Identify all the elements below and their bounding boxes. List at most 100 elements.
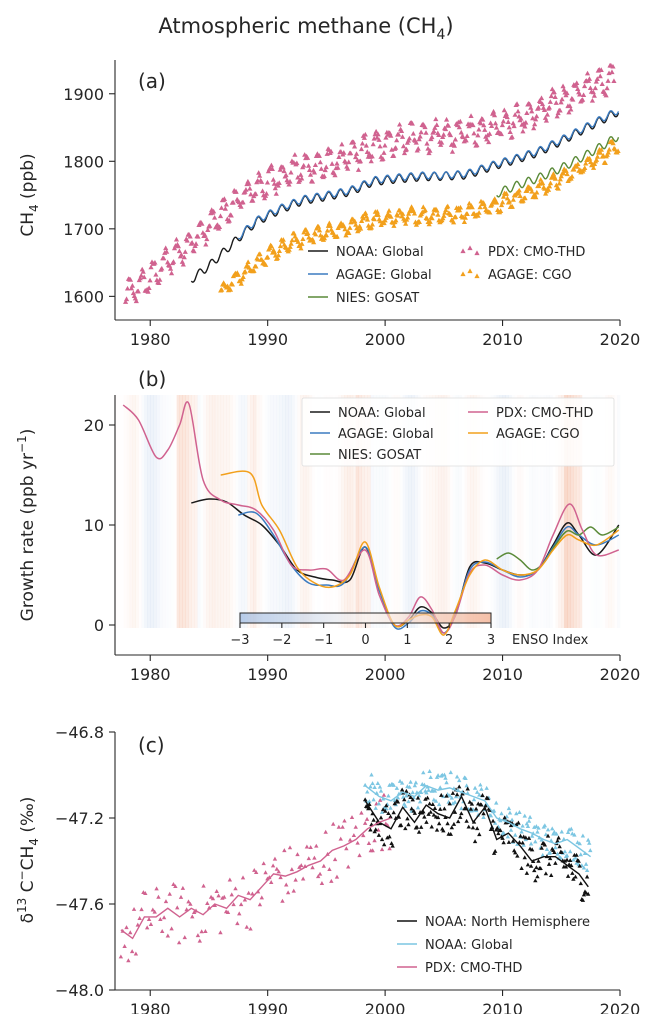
- data-point: [504, 114, 510, 120]
- data-point: [332, 857, 338, 862]
- data-point: [500, 194, 507, 199]
- data-point: [430, 801, 435, 806]
- data-point: [340, 824, 345, 829]
- panel-b-ytick-label: 10: [84, 516, 104, 535]
- data-point: [368, 827, 373, 832]
- data-point: [569, 863, 574, 868]
- data-point: [401, 150, 408, 156]
- data-point: [481, 122, 487, 128]
- data-point: [305, 155, 311, 160]
- enso-stripe: [168, 395, 171, 628]
- data-point: [519, 866, 524, 871]
- data-point: [475, 132, 481, 138]
- data-point: [535, 874, 540, 879]
- data-point: [528, 863, 534, 868]
- data-point: [228, 212, 234, 218]
- data-point: [276, 180, 282, 185]
- data-point: [235, 272, 241, 277]
- panel-c-xtick-label: 2020: [600, 1000, 641, 1014]
- data-point: [229, 892, 234, 897]
- data-point: [163, 245, 169, 251]
- data-point: [359, 218, 365, 223]
- data-point: [577, 863, 582, 868]
- data-point: [604, 152, 610, 157]
- enso-stripe: [223, 395, 227, 628]
- data-point: [257, 173, 263, 178]
- data-point: [518, 833, 523, 838]
- data-point: [418, 129, 424, 135]
- data-point: [560, 170, 566, 176]
- data-point: [253, 191, 259, 196]
- data-point: [423, 130, 429, 135]
- data-point: [444, 780, 449, 785]
- data-point: [552, 94, 558, 100]
- data-point: [429, 215, 435, 221]
- enso-stripe: [244, 395, 248, 628]
- data-point: [422, 814, 427, 819]
- data-point: [547, 180, 554, 186]
- enso-stripe: [176, 395, 180, 628]
- data-point: [311, 239, 317, 245]
- data-point: [445, 123, 452, 128]
- colorbar-tick-label: 2: [445, 633, 453, 648]
- data-point: [301, 162, 307, 168]
- data-point: [451, 821, 457, 826]
- data-point: [599, 81, 605, 87]
- data-point: [393, 217, 399, 223]
- enso-stripe: [570, 395, 574, 628]
- data-point: [346, 864, 351, 869]
- data-point: [408, 795, 413, 799]
- data-point: [575, 86, 581, 91]
- enso-stripe: [608, 395, 612, 628]
- data-point: [305, 230, 311, 236]
- data-point: [412, 783, 418, 788]
- enso-stripe: [502, 395, 506, 628]
- data-point: [366, 840, 372, 845]
- data-point: [303, 226, 309, 232]
- data-point: [247, 185, 253, 191]
- data-point: [508, 823, 514, 828]
- data-point: [434, 827, 440, 832]
- data-point: [546, 183, 553, 189]
- data-point: [476, 126, 482, 132]
- panel-c-xtick-label: 1980: [130, 1000, 171, 1014]
- data-point: [498, 818, 503, 823]
- data-point: [309, 178, 316, 184]
- data-point: [550, 826, 555, 831]
- data-point: [235, 921, 240, 926]
- data-point: [539, 837, 544, 842]
- data-point: [217, 213, 224, 219]
- data-point: [362, 210, 369, 216]
- enso-stripe: [385, 395, 389, 628]
- data-point: [373, 827, 378, 832]
- data-point: [282, 848, 287, 853]
- data-point: [543, 832, 549, 837]
- data-point: [406, 799, 411, 804]
- data-point: [376, 137, 382, 142]
- enso-stripe: [121, 395, 124, 628]
- data-point: [498, 202, 505, 208]
- data-point: [606, 146, 612, 152]
- data-point: [289, 237, 295, 243]
- data-point: [316, 227, 323, 233]
- enso-stripe: [232, 395, 235, 628]
- data-point: [226, 217, 232, 223]
- data-point: [403, 221, 409, 226]
- data-point: [359, 140, 366, 146]
- data-point: [363, 213, 370, 219]
- data-point: [571, 857, 576, 862]
- data-point: [568, 106, 574, 112]
- data-point: [317, 871, 323, 876]
- data-point: [371, 797, 376, 802]
- enso-stripe: [408, 395, 412, 628]
- enso-stripe: [437, 395, 442, 628]
- data-point: [528, 841, 534, 846]
- panel-c-ytick-label: −48.0: [55, 981, 104, 1000]
- data-point: [239, 276, 245, 282]
- data-point: [352, 218, 358, 224]
- data-point: [559, 829, 564, 834]
- data-point: [298, 172, 304, 177]
- data-point: [555, 851, 560, 856]
- data-point: [457, 204, 464, 210]
- figure-title: Atmospheric methane (CH4​): [158, 14, 453, 43]
